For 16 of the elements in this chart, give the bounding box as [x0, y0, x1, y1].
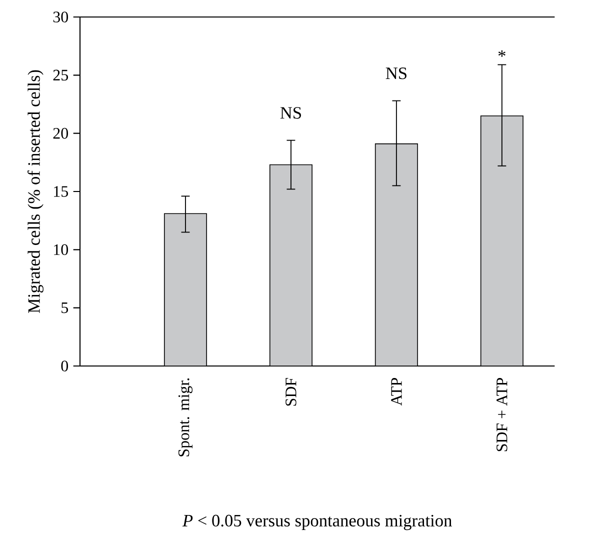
y-tick-label: 0 [61, 360, 68, 372]
y-tick-label: 10 [54, 244, 68, 256]
y-tick-label: 25 [53, 70, 68, 81]
x-tick-label: Spont. migr. [178, 378, 192, 456]
y-tick-label: 20 [53, 128, 68, 139]
y-tick-label: 30 [53, 12, 68, 22]
x-tick-label: SDF [286, 378, 296, 406]
y-tick-label: 15 [54, 186, 68, 197]
annotation: * [498, 50, 506, 57]
annotation: NS [280, 107, 301, 119]
y-tick-label: 5 [62, 302, 68, 314]
text: P < 0.05 versus spontaneous migration [182, 514, 452, 530]
x-tick-label: SDF + ATP [496, 378, 508, 452]
annotation: NS [386, 68, 406, 80]
y-axis-title: Migrated cells (% of inserted cells) [28, 70, 44, 314]
x-tick-label: ATP [391, 378, 402, 406]
